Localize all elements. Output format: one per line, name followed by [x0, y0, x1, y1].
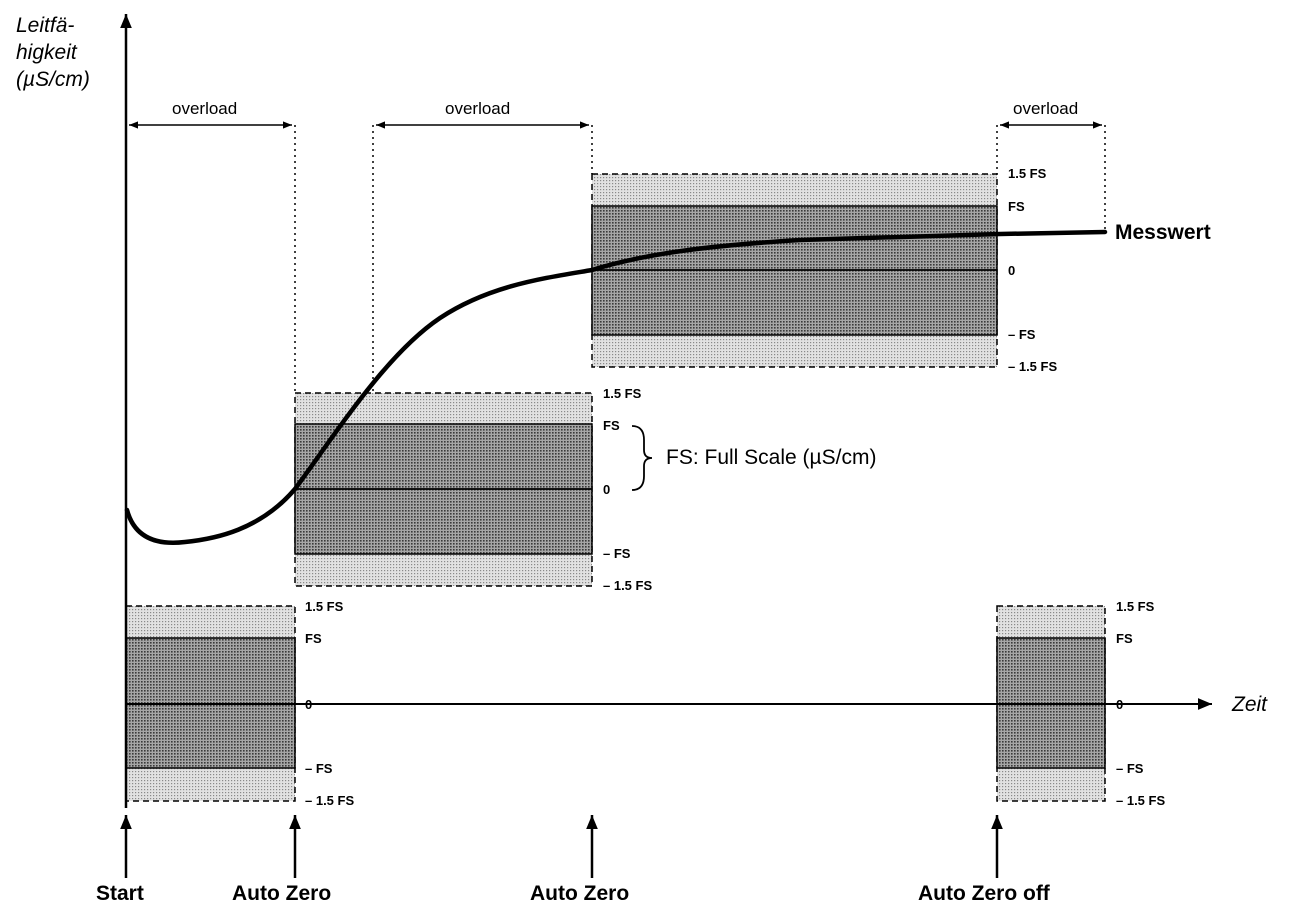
box4-label-zero: 0 — [1116, 697, 1124, 712]
box3-label-minus-fs: – FS — [1008, 327, 1036, 342]
fs-brace — [631, 425, 653, 491]
y-axis-title-line-1: Leitfä- — [16, 14, 75, 37]
full-scale-note: FS: Full Scale (µS/cm) — [666, 446, 877, 469]
box2-label-zero: 0 — [603, 482, 611, 497]
event-label-auto-zero-2: Auto Zero — [530, 882, 630, 905]
overload-label-3: overload — [1013, 99, 1079, 118]
box3-label-zero: 0 — [1008, 263, 1016, 278]
y-axis-title-line-3: (µS/cm) — [16, 68, 90, 91]
box1-label-fs: FS — [305, 631, 322, 646]
y-axis-title: Leitfä- higkeit (µS/cm) — [16, 12, 90, 93]
box4-label-plus-1-5-fs: 1.5 FS — [1116, 599, 1155, 614]
box4-label-fs: FS — [1116, 631, 1133, 646]
y-axis-title-line-2: higkeit — [16, 41, 77, 64]
measured-value-curve — [124, 229, 1108, 545]
box2-label-minus-fs: – FS — [603, 546, 631, 561]
box1-label-plus-1-5-fs: 1.5 FS — [305, 599, 344, 614]
box2-label-minus-1-5-fs: – 1.5 FS — [603, 578, 653, 593]
box1-label-minus-1-5-fs: – 1.5 FS — [305, 793, 355, 808]
overload-boundaries — [294, 125, 1106, 393]
box2-label-fs: FS — [603, 418, 620, 433]
box3-label-fs: FS — [1008, 199, 1025, 214]
event-label-auto-zero-1: Auto Zero — [232, 882, 332, 905]
box1-label-zero: 0 — [305, 697, 313, 712]
measured-value-label: Messwert — [1115, 221, 1211, 244]
event-label-start: Start — [96, 882, 144, 905]
range-box-autozero-2 — [591, 173, 998, 368]
x-axis-label: Zeit — [1232, 693, 1268, 716]
box2-label-plus-1-5-fs: 1.5 FS — [603, 386, 642, 401]
overload-label-2: overload — [445, 99, 511, 118]
overload-label-1: overload — [172, 99, 238, 118]
box1-label-minus-fs: – FS — [305, 761, 333, 776]
event-arrows — [120, 815, 1003, 878]
event-label-auto-zero-off: Auto Zero off — [918, 882, 1050, 905]
range-box-autozero-1 — [294, 392, 593, 587]
box3-label-minus-1-5-fs: – 1.5 FS — [1008, 359, 1058, 374]
box4-label-minus-1-5-fs: – 1.5 FS — [1116, 793, 1166, 808]
box4-label-minus-fs: – FS — [1116, 761, 1144, 776]
box3-label-plus-1-5-fs: 1.5 FS — [1008, 166, 1047, 181]
